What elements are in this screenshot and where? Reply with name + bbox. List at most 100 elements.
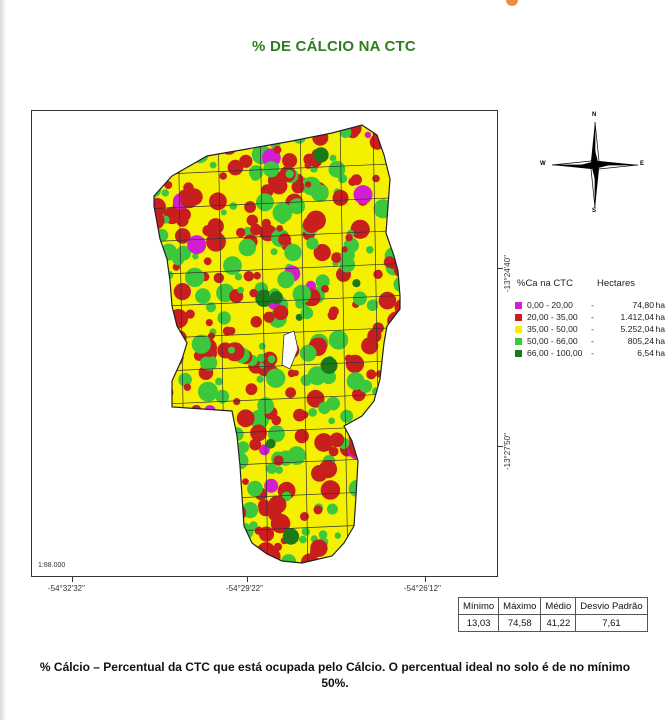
zone-patch bbox=[366, 246, 374, 254]
zone-patch bbox=[257, 397, 274, 414]
zone-patch bbox=[326, 503, 338, 515]
logo-fragment bbox=[506, 0, 518, 6]
zone-patch bbox=[223, 472, 237, 486]
page-title: % DE CÁLCIO NA CTC bbox=[252, 38, 416, 55]
zone-patch bbox=[190, 462, 205, 476]
zone-patch bbox=[179, 125, 197, 137]
plot-line bbox=[154, 162, 400, 176]
stats-header-min: Mínimo bbox=[457, 597, 500, 615]
zone-patch bbox=[328, 446, 339, 457]
zone-patch bbox=[219, 517, 234, 533]
zone-patch bbox=[386, 511, 400, 527]
zone-patch bbox=[307, 366, 327, 386]
legend-dash: - bbox=[591, 348, 594, 358]
zone-patch bbox=[249, 438, 262, 451]
zone-patch bbox=[345, 233, 353, 242]
zone-patch bbox=[271, 415, 282, 426]
zone-patch bbox=[209, 536, 227, 553]
stats-max: 74,58 bbox=[498, 614, 542, 632]
plot-line bbox=[259, 125, 269, 563]
zone-patch bbox=[255, 147, 263, 155]
zone-patch bbox=[357, 463, 365, 471]
zone-patch bbox=[250, 223, 262, 236]
zone-patch bbox=[188, 528, 204, 545]
zone-patch bbox=[308, 408, 317, 417]
zone-patch bbox=[256, 375, 264, 383]
compass-w: W bbox=[540, 161, 546, 167]
zone-patch bbox=[306, 237, 319, 250]
zone-patch bbox=[320, 356, 338, 374]
zone-patch bbox=[146, 204, 153, 211]
zone-patch bbox=[292, 370, 299, 377]
zone-patch bbox=[324, 480, 333, 489]
zone-patch bbox=[209, 161, 217, 169]
zone-patch bbox=[366, 476, 375, 484]
zone-patch bbox=[154, 353, 164, 368]
zone-patch bbox=[377, 388, 395, 406]
zone-patch bbox=[379, 403, 397, 421]
lon-tick bbox=[425, 576, 426, 582]
zone-patch bbox=[310, 539, 328, 557]
zone-patch bbox=[243, 271, 254, 282]
zone-patch bbox=[220, 209, 227, 216]
zone-patch bbox=[187, 235, 207, 255]
zone-patch bbox=[332, 189, 349, 206]
zone-patch bbox=[229, 129, 237, 137]
compass-n: N bbox=[592, 112, 597, 118]
zone-patch bbox=[191, 467, 198, 475]
zone-patch bbox=[352, 291, 367, 306]
zone-patch bbox=[259, 444, 270, 456]
zone-patch bbox=[204, 405, 216, 417]
zone-patch bbox=[306, 389, 325, 408]
zone-patch bbox=[222, 478, 235, 491]
zone-patch bbox=[334, 532, 341, 539]
legend-hectares: 1.412,04 bbox=[620, 312, 654, 322]
zone-patch bbox=[202, 382, 210, 391]
zone-patch bbox=[154, 264, 158, 281]
zone-patch bbox=[373, 414, 385, 426]
legend-dash: - bbox=[591, 300, 594, 310]
stats-std: 7,61 bbox=[575, 614, 648, 632]
zone-patch bbox=[209, 192, 227, 211]
legend-range: 20,00 - 35,00 bbox=[527, 312, 578, 322]
zone-patch bbox=[180, 129, 193, 143]
zone-patch bbox=[154, 296, 168, 313]
zone-patch bbox=[225, 342, 245, 362]
zone-patch bbox=[354, 550, 371, 563]
zone-patch bbox=[180, 500, 193, 513]
lon-label-3: -54°26'12" bbox=[404, 584, 441, 593]
zone-patch bbox=[212, 433, 219, 441]
zone-patch bbox=[391, 149, 400, 167]
legend-swatch bbox=[515, 326, 522, 333]
zone-patch bbox=[162, 165, 172, 175]
zone-patch bbox=[396, 345, 400, 358]
zone-patch bbox=[176, 245, 191, 261]
zone-patch bbox=[268, 125, 277, 130]
zone-patch bbox=[185, 267, 205, 288]
zone-patch bbox=[161, 189, 169, 197]
farm-map bbox=[146, 124, 401, 564]
zone-patch bbox=[250, 424, 267, 442]
excluded-area bbox=[281, 330, 299, 370]
north-arrow: N S E W bbox=[540, 110, 650, 220]
zone-patch bbox=[238, 238, 257, 257]
zone-patch bbox=[313, 147, 329, 163]
zone-patch bbox=[373, 269, 383, 279]
legend-dash: - bbox=[591, 336, 594, 346]
zone-patch bbox=[169, 336, 181, 348]
zone-patch bbox=[379, 452, 388, 461]
zone-patch bbox=[372, 174, 380, 183]
zone-patch bbox=[159, 393, 170, 404]
zone-patch bbox=[394, 443, 400, 463]
stats-mean: 41,22 bbox=[540, 614, 577, 632]
compass-rose-icon bbox=[551, 121, 639, 209]
zone-patch bbox=[257, 499, 271, 512]
zone-patch bbox=[166, 544, 183, 562]
zone-patch bbox=[359, 539, 372, 552]
zone-patch bbox=[300, 306, 314, 320]
zone-patch bbox=[292, 130, 306, 144]
zone-patch bbox=[236, 227, 246, 238]
plot-line bbox=[154, 196, 400, 210]
stats-value-row: 13,03 74,58 41,22 7,61 bbox=[457, 614, 648, 632]
zone-patch bbox=[207, 453, 215, 461]
